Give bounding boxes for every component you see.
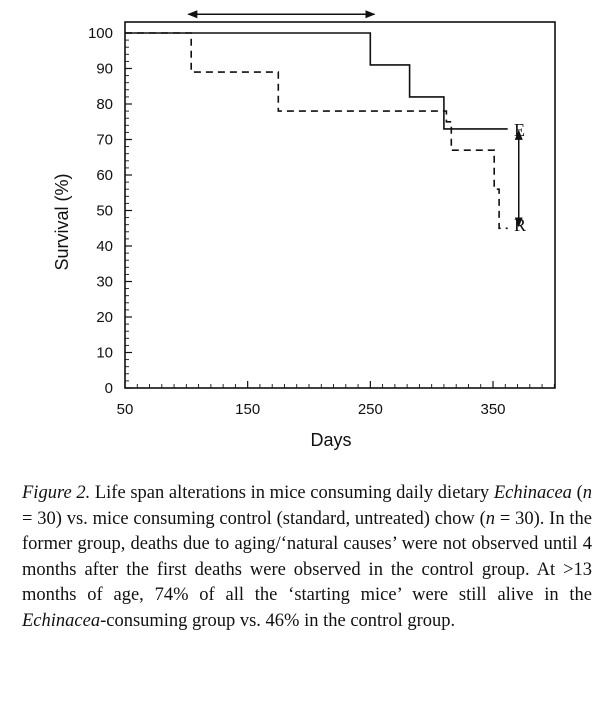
labels: Days Survival (%) E R <box>52 120 526 450</box>
caption-text-4: = 30). In the former group, deaths due t… <box>22 508 592 606</box>
axes: 0 10 20 30 40 50 60 70 80 90 100 50 150 250 350 <box>88 21 556 418</box>
caption-n-2: n <box>485 508 495 529</box>
series-label-e: E <box>514 120 525 140</box>
caption-text-5: -consuming group vs. 46% in the control … <box>100 610 456 631</box>
y-tick-label-40: 40 <box>96 238 113 255</box>
annotations <box>187 10 523 228</box>
x-tick-label-50: 50 <box>117 401 134 418</box>
series-line-r <box>125 32 508 230</box>
x-tick-label-150: 150 <box>235 401 260 418</box>
y-tick-label-100: 100 <box>88 25 113 42</box>
figure-caption: Figure 2. Life span alterations in mice … <box>22 481 592 634</box>
y-tick-label-0: 0 <box>105 380 113 397</box>
x-tick-label-250: 250 <box>358 401 383 418</box>
y-tick-label-60: 60 <box>96 167 113 184</box>
caption-text-1: Life span alterations in mice consuming … <box>90 483 494 503</box>
caption-label: Figure 2. <box>22 483 91 503</box>
x-axis-title: Days <box>310 430 351 450</box>
series-line-e <box>125 32 508 130</box>
y-tick-label-10: 10 <box>96 345 113 362</box>
y-axis-title: Survival (%) <box>52 173 72 270</box>
caption-text-2: ( <box>571 483 583 503</box>
caption-text-3: = 30) vs. mice consuming control (standa… <box>22 508 486 529</box>
y-tick-label-80: 80 <box>96 96 113 113</box>
y-tick-label-30: 30 <box>96 274 113 291</box>
series-label-r: R <box>514 215 526 235</box>
y-tick-label-90: 90 <box>96 61 113 78</box>
x-tick-label-350: 350 <box>480 401 505 418</box>
series-lines <box>125 32 508 230</box>
caption-italic-echinacea-1: Echinacea <box>493 483 572 503</box>
plot-frame <box>124 21 556 389</box>
y-tick-label-20: 20 <box>96 309 113 326</box>
y-tick-label-70: 70 <box>96 132 113 149</box>
caption-italic-echinacea-2: Echinacea <box>22 610 101 631</box>
y-tick-label-50: 50 <box>96 203 113 220</box>
survival-chart: 0 10 20 30 40 50 60 70 80 90 100 50 150 250 350 Days S… <box>52 10 556 450</box>
caption-n-1: n <box>582 483 592 503</box>
